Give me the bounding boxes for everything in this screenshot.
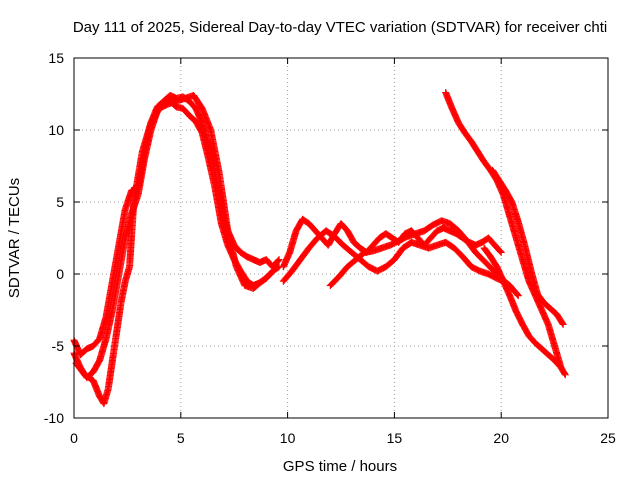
y-tick-label: 0 — [56, 266, 64, 282]
x-tick-label: 5 — [177, 430, 185, 446]
tick-labels: 0 5 10 15 20 25 -10 -5 0 5 10 15 — [44, 50, 616, 446]
y-axis-label: SDTVAR / TECUs — [6, 178, 23, 298]
data-point-marker — [513, 291, 521, 299]
y-tick-label: -10 — [44, 410, 64, 426]
y-tick-label: 10 — [48, 122, 64, 138]
data-point-marker — [561, 370, 569, 378]
data-point-marker — [274, 264, 282, 272]
data-point-marker — [496, 247, 504, 255]
x-tick-label: 10 — [280, 430, 296, 446]
series-track-e — [279, 227, 509, 287]
data-point — [514, 292, 522, 300]
data-point-marker — [274, 257, 282, 265]
data-point-marker — [265, 271, 273, 279]
data-point — [267, 270, 275, 278]
series-track-i — [480, 244, 569, 379]
data-point — [559, 320, 567, 328]
series-track-c — [72, 91, 275, 408]
data-point — [561, 371, 569, 379]
x-tick-label: 25 — [600, 430, 616, 446]
chart-title: Day 111 of 2025, Sidereal Day-to-day VTE… — [73, 19, 607, 36]
y-tick-label: 15 — [48, 50, 64, 66]
series-track-g — [442, 89, 565, 372]
data-point — [275, 256, 283, 264]
y-tick-label: 5 — [56, 194, 64, 210]
plot-frame — [73, 57, 609, 419]
x-tick-label: 20 — [493, 430, 509, 446]
grid — [74, 58, 608, 418]
series-track-a — [70, 91, 283, 359]
data-point-marker — [558, 319, 566, 327]
axes — [73, 57, 609, 419]
y-tick-label: -5 — [52, 338, 65, 354]
series-track-h — [489, 166, 567, 328]
data-points — [70, 89, 569, 408]
data-point — [497, 248, 505, 256]
x-axis-label: GPS time / hours — [283, 458, 397, 475]
x-tick-label: 15 — [387, 430, 403, 446]
x-tick-label: 0 — [70, 430, 78, 446]
